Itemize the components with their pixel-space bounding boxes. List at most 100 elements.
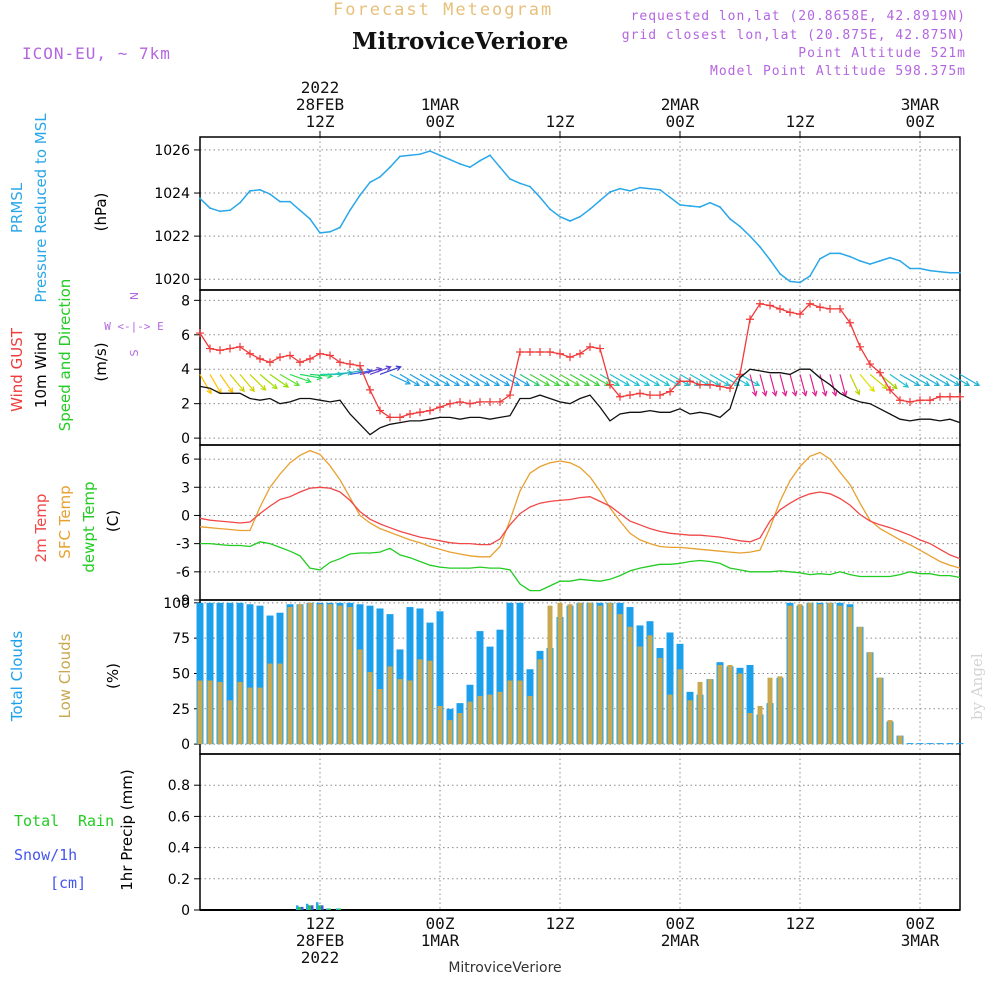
pressure-point	[579, 215, 581, 218]
low-cloud-bar	[317, 604, 323, 745]
total-cloud-bar	[376, 608, 384, 745]
wind-gust-marker	[646, 391, 654, 400]
pressure-point	[199, 197, 201, 200]
low-cloud-bar	[767, 677, 773, 745]
wind-gust-marker	[536, 348, 544, 356]
precip-rain-side-label: Rain	[78, 812, 114, 830]
clouds-ytick-label: 0	[181, 737, 190, 753]
point-altitude: Point Altitude 521m	[798, 46, 966, 61]
wind-direction-arrowhead	[694, 380, 701, 387]
wind-gust-marker	[706, 380, 714, 389]
wind-direction-arrowhead	[434, 380, 441, 387]
wind-direction-arrow	[539, 373, 560, 386]
wind-direction-arrowhead	[881, 383, 888, 390]
pressure-point	[459, 163, 461, 165]
wind-direction-arrowhead	[294, 380, 301, 387]
low-clouds-side-label: Low Clouds	[56, 633, 74, 718]
wind-gust-marker	[806, 299, 814, 308]
wind-direction-arrow	[639, 373, 660, 386]
time-axis-top-label: 3MAR	[901, 95, 940, 114]
total-cloud-bar	[926, 743, 934, 745]
pressure-point	[209, 207, 211, 210]
precip-snow-bar	[311, 905, 314, 910]
low-cloud-bar	[587, 602, 593, 745]
wind-direction-arrowhead	[724, 380, 731, 387]
low-cloud-bar	[897, 735, 903, 745]
wind-gust-marker	[236, 342, 244, 351]
wind-direction-arrow	[399, 373, 420, 386]
wind-direction-arrowhead	[664, 380, 671, 387]
wind-direction-arrow	[719, 373, 740, 386]
wind-direction-arrow	[569, 373, 590, 386]
wind-direction-arrow	[839, 374, 847, 396]
wind-direction-arrow	[859, 374, 875, 392]
wind-direction-arrowhead	[554, 380, 561, 387]
low-cloud-bar	[657, 657, 663, 745]
pressure-point	[669, 196, 671, 199]
wind-direction-arrow	[369, 366, 391, 375]
wind-direction-arrow	[519, 373, 540, 386]
clouds-unit-label: (%)	[104, 663, 122, 689]
low-cloud-bar	[307, 602, 313, 745]
pressure-point	[499, 166, 501, 169]
wind-gust-marker	[296, 358, 304, 367]
wind-direction-arrowhead	[604, 380, 611, 387]
model-point-altitude: Model Point Altitude 598.375m	[710, 64, 966, 79]
low-cloud-bar	[797, 604, 803, 745]
low-cloud-bar	[367, 672, 373, 745]
pressure-point	[239, 201, 241, 204]
low-cloud-bar	[887, 720, 893, 745]
wind-gust-marker	[796, 310, 804, 319]
wind-direction-arrowhead	[494, 380, 501, 387]
precip-total-side-label: Total	[14, 812, 59, 830]
pressure-point	[529, 185, 531, 188]
clouds-ytick-label: 50	[172, 666, 190, 682]
wind-gust-marker	[686, 377, 694, 386]
pressure-point	[429, 150, 431, 152]
precip-rain-bar	[318, 905, 321, 910]
wind-direction-arrow	[499, 373, 520, 386]
wind-direction-arrow	[959, 373, 980, 386]
pressure-point	[259, 188, 261, 191]
closest-coordinates: grid closest lon,lat (20.875E, 42.875N)	[621, 28, 966, 43]
wind-ytick-label: 4	[181, 362, 190, 378]
wind-frame	[199, 289, 961, 446]
wind-direction-arrowhead	[954, 380, 961, 387]
wind-direction-arrow	[609, 373, 630, 386]
total-cloud-bar	[216, 602, 224, 745]
total-cloud-bar	[476, 631, 484, 745]
precip-total-bar	[326, 908, 329, 910]
pressure-ytick-label: 1024	[154, 186, 190, 202]
wind-direction-arrow	[789, 374, 797, 396]
wind-direction-arrowhead	[574, 380, 581, 387]
low-cloud-bar	[437, 705, 443, 745]
time-axis-bottom-label: 2MAR	[661, 931, 700, 950]
pressure-point	[949, 271, 951, 274]
wind-gust-marker	[216, 346, 224, 355]
total-cloud-bar	[516, 602, 524, 745]
temp-sfc-line	[199, 449, 961, 569]
wind-gust-marker	[676, 377, 684, 386]
wind-direction-arrowhead	[891, 383, 898, 390]
pressure-point	[819, 257, 821, 260]
pressure-point	[639, 186, 641, 189]
wind-gust-marker	[856, 342, 864, 351]
wind-gust-marker	[406, 410, 414, 418]
pressure-point	[349, 209, 351, 212]
wind-direction-arrow	[349, 369, 372, 375]
low-cloud-bar	[647, 635, 653, 745]
pressure-point	[509, 178, 511, 180]
wind-gust-marker	[816, 303, 824, 312]
pressure-point	[859, 260, 861, 262]
wind-direction-arrow	[419, 373, 440, 386]
time-axis-top-label: 1MAR	[421, 95, 460, 114]
pressure-side-label: PRMSL	[8, 182, 26, 233]
total-cloud-bar	[236, 602, 244, 745]
time-axis-top-label: 12Z	[306, 112, 335, 131]
wind-direction-arrowhead	[801, 390, 808, 397]
time-axis-bottom-label: 1MAR	[421, 931, 460, 950]
total-clouds-side-label: Total Clouds	[8, 631, 26, 723]
total-cloud-bar	[666, 632, 674, 745]
wind-gust-marker	[466, 399, 474, 408]
time-axis-bottom-label: 12Z	[786, 914, 815, 933]
